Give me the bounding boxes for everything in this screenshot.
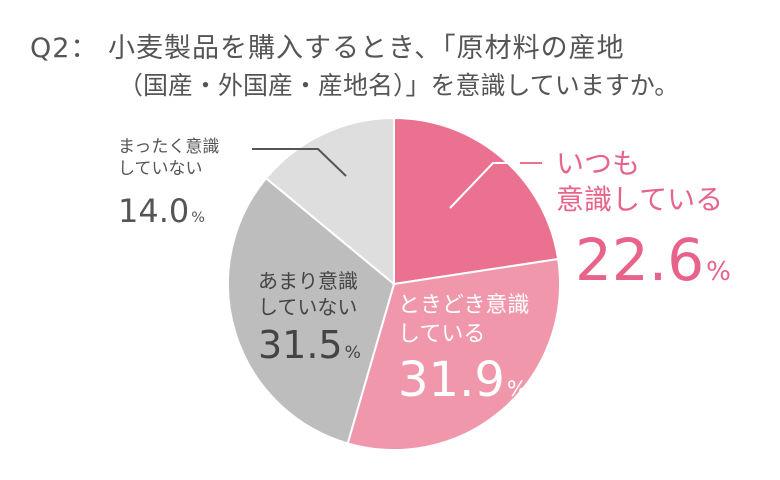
label-always-line1: いつも (556, 147, 641, 180)
value-never: 14.0% (118, 192, 205, 230)
value-sometimes: 31.9% (398, 352, 527, 408)
label-rarely-line2: していない (258, 295, 358, 319)
label-never-line2: していない (118, 159, 203, 180)
value-rarely-number: 31.5 (258, 323, 343, 367)
value-always: 22.6% (575, 226, 731, 294)
chart-title-line2: （国産・外国産・産地名）」を意識していますか。 (118, 71, 680, 100)
slice-always (393, 116, 560, 286)
value-sometimes-number: 31.9 (398, 352, 505, 408)
value-never-number: 14.0 (118, 192, 190, 230)
label-rarely: あまり意識 していない (258, 268, 358, 320)
value-always-number: 22.6 (575, 226, 705, 294)
value-rarely: 31.5% (258, 323, 361, 367)
value-never-unit: % (191, 210, 205, 226)
value-rarely-unit: % (344, 343, 361, 363)
value-always-unit: % (706, 257, 731, 287)
slice-never (264, 116, 395, 287)
label-always-line2: 意識している (556, 183, 724, 217)
chart-title-line1: Q2： 小麦製品を購入するとき、「原材料の産地 (30, 33, 625, 64)
label-never: まったく意識 していない (118, 136, 219, 180)
label-sometimes: ときどき意識 している (398, 292, 529, 349)
label-rarely-line1: あまり意識 (258, 269, 358, 293)
label-sometimes-line2: している (398, 321, 486, 347)
slice-rarely (227, 176, 396, 445)
label-always: いつも 意識している (556, 146, 723, 219)
value-sometimes-unit: % (506, 377, 528, 402)
slice-sometimes (346, 257, 561, 451)
leader-line-never (252, 148, 347, 177)
label-sometimes-line1: ときどき意識 (398, 293, 530, 318)
label-never-line1: まったく意識 (118, 137, 220, 157)
